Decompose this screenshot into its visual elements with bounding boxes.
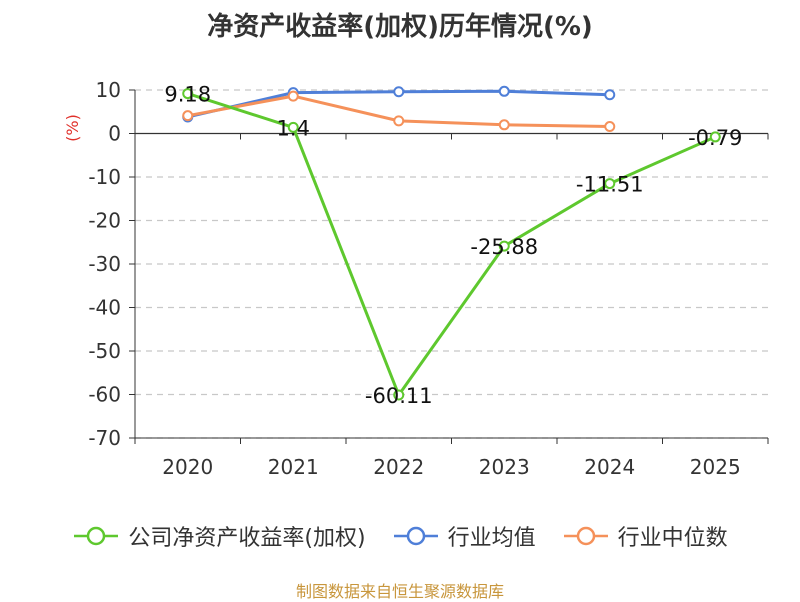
chart-legend: 公司净资产收益率(加权) 行业均值 行业中位数 xyxy=(0,520,800,552)
x-tick-label: 2023 xyxy=(479,455,530,479)
data-point xyxy=(604,89,616,101)
data-label: -60.11 xyxy=(365,384,433,408)
legend-label: 行业中位数 xyxy=(617,526,728,551)
y-tick-label: -50 xyxy=(88,339,121,363)
legend-line-circle-icon xyxy=(74,526,119,546)
legend-item[interactable]: 行业中位数 xyxy=(562,520,728,552)
data-point xyxy=(498,85,510,97)
x-tick-label: 2021 xyxy=(268,455,319,479)
data-label: -0.79 xyxy=(688,126,742,150)
legend-label: 行业均值 xyxy=(447,526,536,551)
y-tick-label: 0 xyxy=(108,122,121,146)
data-point xyxy=(604,178,616,190)
y-tick-label: -10 xyxy=(88,165,121,189)
y-tick-label: 10 xyxy=(96,78,121,102)
data-point xyxy=(287,90,299,102)
y-tick-label: -40 xyxy=(88,296,121,320)
legend-item[interactable]: 公司净资产收益率(加权) xyxy=(72,520,366,552)
x-tick-label: 2022 xyxy=(373,455,424,479)
data-point xyxy=(604,121,616,133)
y-tick-label: -30 xyxy=(88,252,121,276)
y-tick-label: -70 xyxy=(88,426,121,450)
data-point xyxy=(393,389,405,401)
data-label: -11.51 xyxy=(576,173,644,197)
x-tick-label: 2020 xyxy=(162,455,213,479)
data-point xyxy=(709,131,721,143)
legend-label: 公司净资产收益率(加权) xyxy=(128,526,366,551)
legend-line-circle-icon xyxy=(393,526,438,546)
data-label: -25.88 xyxy=(470,235,538,259)
x-tick-label: 2025 xyxy=(690,455,741,479)
legend-line-circle-icon xyxy=(563,526,608,546)
data-point xyxy=(287,121,299,133)
chart-title: 净资产收益率(加权)历年情况(%) xyxy=(207,12,593,42)
series-line xyxy=(187,92,716,397)
y-tick-label: -20 xyxy=(88,209,121,233)
data-point xyxy=(498,240,510,252)
legend-item[interactable]: 行业均值 xyxy=(392,520,536,552)
data-point xyxy=(393,86,405,98)
x-tick-label: 2024 xyxy=(584,455,635,479)
data-label: 1.4 xyxy=(277,116,310,140)
y-tick-label: -60 xyxy=(88,383,121,407)
data-point xyxy=(393,115,405,127)
data-point xyxy=(498,119,510,131)
data-label: 9.18 xyxy=(164,83,211,107)
data-point xyxy=(182,88,194,100)
data-point xyxy=(182,110,194,122)
data-source-note: 制图数据来自恒生聚源数据库 xyxy=(295,582,504,601)
y-axis-label: (%) xyxy=(63,114,82,142)
